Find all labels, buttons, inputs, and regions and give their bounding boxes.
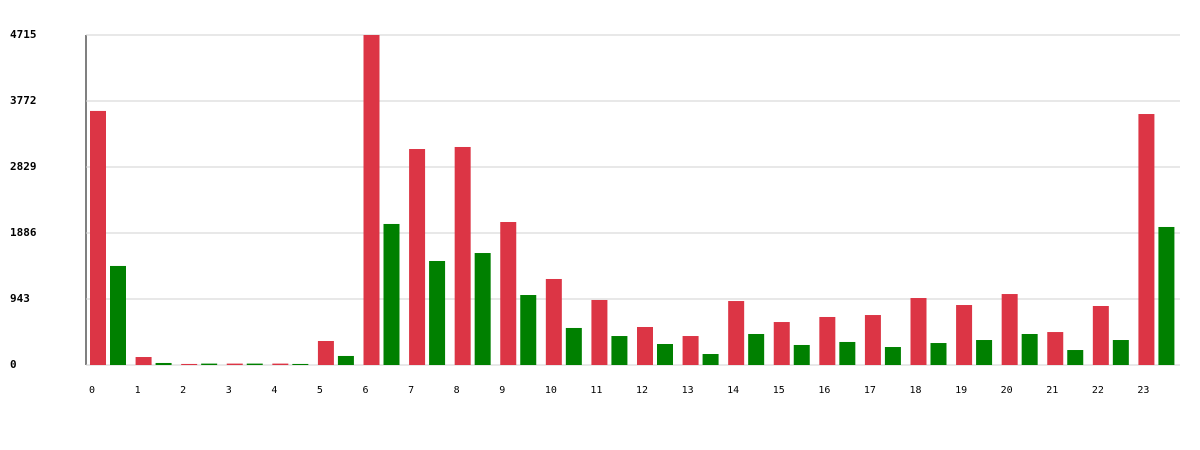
bar [1047, 332, 1064, 365]
y-tick-label: 1886 [10, 226, 37, 239]
x-tick-label: 10 [545, 385, 557, 396]
bar [839, 341, 856, 365]
bar [292, 363, 309, 365]
bar [383, 223, 400, 365]
bar [246, 363, 263, 365]
bar [611, 336, 628, 365]
x-tick-label: 20 [1001, 385, 1013, 396]
x-tick-label: 17 [864, 385, 876, 396]
bar [728, 301, 745, 365]
bar [429, 260, 446, 365]
x-tick-label: 6 [363, 385, 369, 396]
x-tick-label: 19 [955, 385, 967, 396]
bar [864, 315, 881, 365]
x-tick-label: 8 [454, 385, 460, 396]
bar [1021, 333, 1038, 365]
y-tick-label: 4715 [10, 28, 37, 41]
bar [545, 278, 562, 365]
bar [1001, 294, 1018, 365]
bar [1158, 226, 1175, 365]
bar [1067, 350, 1084, 365]
bar [363, 35, 380, 365]
bar [317, 340, 334, 365]
bar [1112, 340, 1129, 365]
bar [337, 355, 354, 365]
x-tick-label: 15 [773, 385, 785, 396]
bar [135, 357, 152, 365]
x-tick-label: 13 [682, 385, 694, 396]
bar [155, 362, 172, 365]
x-tick-label: 0 [89, 385, 95, 396]
bar [520, 295, 537, 365]
bar [682, 336, 699, 365]
bar [181, 363, 198, 365]
bar [910, 298, 927, 365]
bar [884, 347, 901, 365]
bar [1138, 114, 1155, 365]
y-tick-label: 2829 [10, 160, 37, 173]
bar [454, 146, 471, 365]
x-tick-label: 2 [180, 385, 186, 396]
x-tick-label: 3 [226, 385, 232, 396]
bar [748, 333, 765, 365]
x-tick-label: 4 [271, 385, 277, 396]
bar [500, 222, 517, 365]
bar [226, 363, 243, 365]
bar [637, 326, 653, 365]
bar [956, 305, 973, 365]
y-tick-label: 0 [10, 358, 17, 371]
bar [773, 322, 790, 365]
bar [201, 363, 218, 365]
bar [702, 354, 719, 365]
x-tick-label: 9 [499, 385, 505, 396]
bar [90, 110, 106, 365]
x-tick-label: 5 [317, 385, 323, 396]
bar [110, 265, 126, 365]
x-tick-label: 16 [818, 385, 830, 396]
bar [474, 253, 491, 365]
bar [930, 343, 947, 365]
bar [1092, 305, 1109, 365]
bar [565, 327, 582, 365]
x-tick-label: 23 [1137, 385, 1149, 396]
y-tick-label: 943 [10, 292, 30, 305]
bar [409, 149, 426, 365]
bar [976, 340, 993, 365]
bar [657, 344, 673, 365]
x-tick-label: 14 [727, 385, 739, 396]
x-tick-label: 22 [1092, 385, 1104, 396]
x-tick-label: 1 [135, 385, 141, 396]
x-tick-label: 7 [408, 385, 414, 396]
x-tick-label: 18 [910, 385, 922, 396]
x-tick-label: 11 [590, 385, 602, 396]
bar [793, 344, 810, 365]
bar [272, 363, 289, 365]
y-tick-label: 3772 [10, 94, 37, 107]
bar [819, 316, 836, 365]
x-tick-label: 21 [1046, 385, 1058, 396]
x-tick-label: 12 [636, 385, 648, 396]
bar [591, 299, 608, 365]
